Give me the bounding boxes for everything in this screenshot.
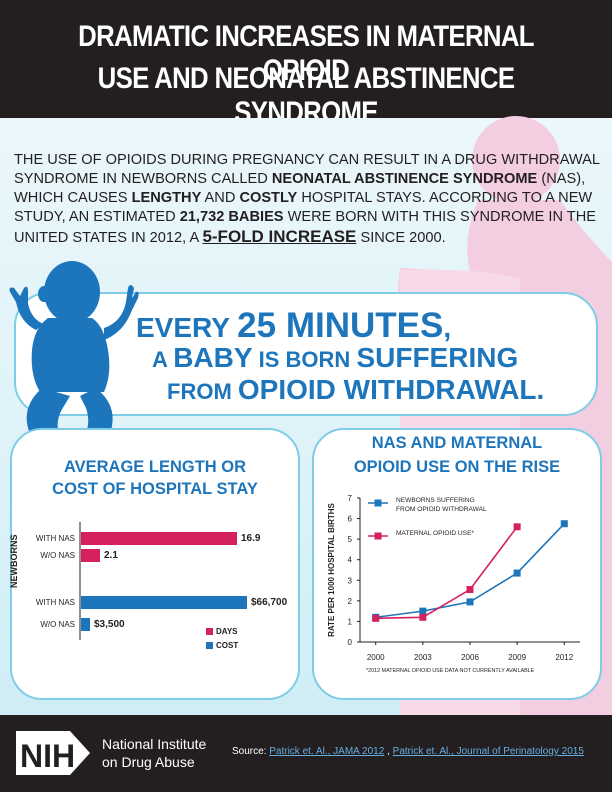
- series-point-1: [419, 613, 427, 621]
- banner-line-2: A BABY IS BORN SUFFERING: [152, 342, 519, 373]
- legend-label-0-line-2: FROM OPIOID WITHDRAWAL: [396, 506, 487, 513]
- bar-chart-title-line-1: AVERAGE LENGTH OR: [63, 458, 247, 476]
- bar-value-label: $66,700: [251, 597, 288, 608]
- series-point-1: [513, 523, 521, 531]
- bar-cost: [81, 618, 90, 631]
- line-chart-title-line-2: OPIOID USE ON THE RISE: [353, 458, 561, 476]
- y-tick-label: 1: [348, 617, 353, 626]
- org-name-line-2: on Drug Abuse: [102, 754, 195, 770]
- bar-category-label: W/O NAS: [40, 620, 75, 629]
- bar-value-label: $3,500: [94, 619, 125, 630]
- y-tick-label: 2: [348, 597, 353, 606]
- bar-category-label: W/O NAS: [40, 551, 75, 560]
- nas-term: NEONATAL ABSTINENCE SYNDROME: [271, 171, 538, 187]
- bar-days: [81, 549, 100, 562]
- title-line-1: DRAMATIC INCREASES IN MATERNAL OPIOID: [78, 20, 534, 87]
- bar-category-label: WITH NAS: [35, 598, 75, 607]
- line-chart-title-line-1: NAS AND MATERNAL: [371, 434, 543, 452]
- banner-line-3: FROM OPIOID WITHDRAWAL.: [167, 374, 545, 405]
- series-point-0: [513, 569, 521, 577]
- series-point-0: [419, 607, 427, 615]
- source-citation: Source: Patrick et. Al., JAMA 2012 , Pat…: [232, 746, 584, 757]
- legend-days-label: DAYS: [216, 627, 238, 636]
- y-tick-label: 3: [348, 576, 353, 585]
- five-fold-increase: 5-FOLD INCREASE: [202, 227, 357, 246]
- banner-line-1: EVERY 25 MINUTES,: [136, 306, 452, 345]
- babies-count: 21,732 BABIES: [179, 209, 284, 225]
- y-tick-label: 7: [348, 494, 353, 503]
- y-tick-label: 6: [348, 515, 353, 524]
- y-tick-label: 4: [348, 556, 353, 565]
- footer: [0, 715, 612, 792]
- x-tick-label: 2000: [367, 653, 385, 662]
- bar-value-label: 16.9: [241, 533, 261, 544]
- y-axis-label: RATE PER 1000 HOSPITAL BIRTHS: [327, 502, 336, 636]
- x-tick-label: 2003: [414, 653, 432, 662]
- legend-marker-1: [374, 532, 382, 540]
- y-tick-label: 5: [348, 535, 353, 544]
- legend-label-0: NEWBORNS SUFFERING: [396, 497, 475, 504]
- x-tick-label: 2006: [461, 653, 479, 662]
- legend-cost-swatch: [206, 642, 213, 649]
- y-tick-label: 0: [348, 638, 353, 647]
- series-line-1: [375, 526, 518, 620]
- opioid-trend-panel: [312, 428, 602, 700]
- source-link-perinatology[interactable]: Patrick et. Al., Journal of Perinatology…: [392, 746, 584, 757]
- bar-chart-y-label: NEWBORNS: [9, 534, 19, 589]
- series-point-0: [466, 598, 474, 606]
- bar-value-label: 2.1: [104, 550, 118, 561]
- intro-text: THE USE OF OPIOIDS DURING PREGNANCY CAN …: [14, 152, 600, 246]
- org-name-line-1: National Institute: [102, 736, 207, 752]
- banner-box: [14, 292, 598, 416]
- series-point-0: [560, 520, 568, 528]
- legend-cost-label: COST: [216, 641, 239, 650]
- legend-days-swatch: [206, 628, 213, 635]
- bar-category-label: WITH NAS: [35, 534, 75, 543]
- bar-cost: [81, 596, 247, 609]
- line-chart-footnote: *2012 MATERNAL OPIOID USE DATA NOT CURRE…: [366, 668, 535, 674]
- svg-text:NIH: NIH: [20, 738, 75, 774]
- legend-marker-0: [374, 499, 382, 507]
- x-tick-label: 2009: [508, 653, 526, 662]
- bar-days: [81, 532, 237, 545]
- series-point-1: [466, 586, 474, 594]
- hospital-stay-panel: [10, 428, 300, 700]
- source-link-jama[interactable]: Patrick et. Al., JAMA 2012: [269, 746, 385, 757]
- bar-chart-title-line-2: COST OF HOSPITAL STAY: [52, 480, 258, 498]
- nih-logo-icon: NIH: [16, 731, 90, 775]
- series-point-1: [372, 614, 380, 622]
- x-tick-label: 2012: [555, 653, 573, 662]
- legend-label-1: MATERNAL OPIOID USE*: [396, 530, 474, 537]
- banner-minutes: 25 MINUTES: [237, 306, 444, 345]
- line-chart: 0 1 2 3 4 5 6 7 2000 2003 2006 2009 2012 RATE PER 100…: [327, 494, 580, 674]
